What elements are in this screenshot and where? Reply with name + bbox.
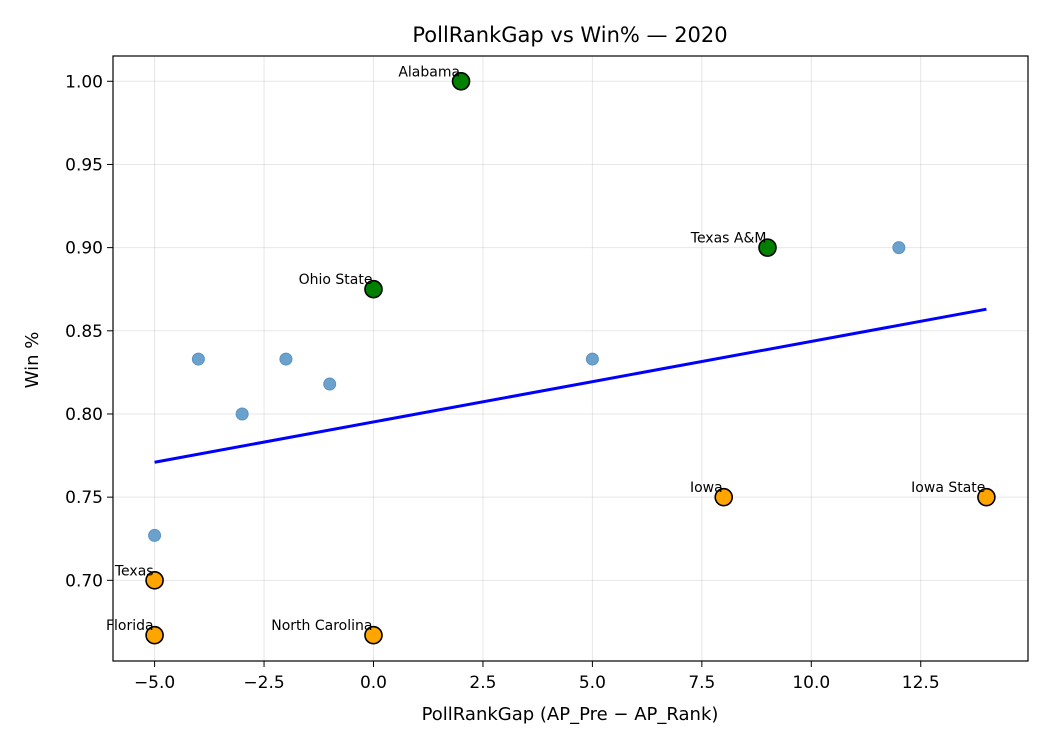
point-label: Iowa State [911,480,985,496]
y-tick-label: 0.95 [65,155,103,175]
x-tick-label: 5.0 [579,673,606,693]
data-point-bottom [977,487,996,507]
chart-title: PollRankGap vs Win% — 2020 [412,23,727,47]
x-tick-label: −5.0 [134,673,175,693]
data-point-other [585,352,599,366]
x-tick-label: 10.0 [792,673,830,693]
y-axis-label: Win % [22,332,43,389]
data-point-top [758,238,777,257]
data-point-other [892,241,906,255]
point-annotations: Alabama Texas A&M Ohio State Iowa Iowa State… [106,64,985,634]
point-label: Florida [106,618,154,634]
data-point-other [323,377,337,391]
data-point-other [148,528,162,542]
data-point-top [451,71,471,91]
y-tick-label: 0.75 [65,488,103,508]
point-label: Ohio State [299,272,373,288]
y-tick-label: 0.80 [65,405,103,425]
point-label: Texas A&M [690,231,767,247]
y-axis-ticks: 0.70 0.75 0.80 0.85 0.90 0.95 1.00 [65,72,113,591]
point-label: North Carolina [271,618,372,634]
x-tick-label: −2.5 [243,673,284,693]
point-label: Alabama [398,64,460,80]
plot-area-frame [112,55,1029,662]
data-point-bottom [145,571,164,590]
data-point-top [364,279,383,299]
point-label: Iowa [690,480,723,496]
data-point-bottom [145,625,164,645]
x-tick-label: 2.5 [469,673,496,693]
x-tick-label: 7.5 [688,673,715,693]
data-point-bottom [714,487,734,507]
x-tick-label: 12.5 [902,673,940,693]
data-point-bottom [364,625,383,645]
x-axis-ticks: −5.0 −2.5 0.0 2.5 5.0 7.5 10.0 12.5 [134,661,940,693]
y-tick-label: 0.90 [65,239,103,259]
trend-line [154,307,987,464]
grid-lines [113,56,1028,661]
y-tick-label: 0.70 [65,571,103,591]
y-tick-label: 0.85 [65,322,103,342]
data-point-other [279,352,293,366]
y-tick-label: 1.00 [65,72,103,92]
data-point-other [191,352,205,366]
data-points [145,71,996,645]
point-label: Texas [114,563,154,579]
data-point-other [235,407,249,421]
x-axis-label: PollRankGap (AP_Pre − AP_Rank) [422,704,719,725]
trend-line-layer [154,307,987,464]
x-tick-label: 0.0 [360,673,387,693]
